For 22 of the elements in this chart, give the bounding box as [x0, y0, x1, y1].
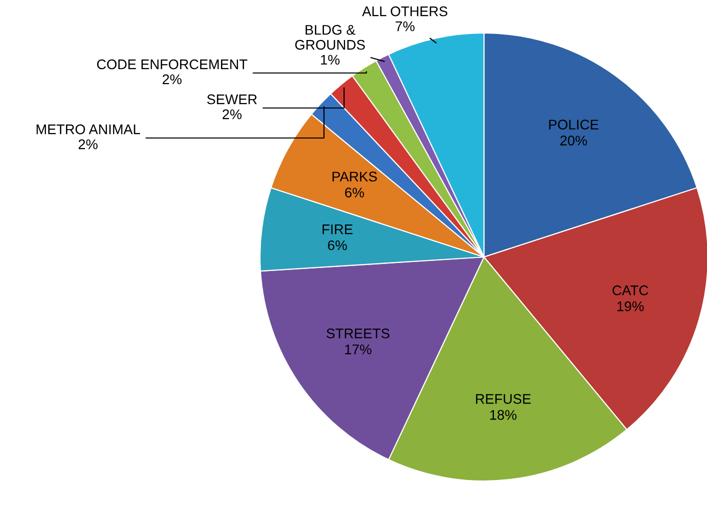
data-label: 18% — [490, 410, 516, 420]
data-label: 17% — [345, 344, 372, 354]
data-label: 2% — [78, 139, 98, 150]
data-label: 6% — [328, 240, 347, 250]
data-label: 20% — [560, 136, 587, 146]
data-label: 2% — [162, 74, 182, 84]
slice-label: FIRE — [322, 224, 353, 234]
data-label: 6% — [345, 188, 364, 198]
data-label: 1% — [321, 54, 340, 65]
slice-label: CODE ENFORCEMENT — [97, 59, 248, 70]
slice-label: SEWER — [207, 94, 257, 104]
slice-label: POLICE — [549, 120, 598, 130]
data-label: 7% — [396, 21, 415, 32]
slice-label: BLDG & GROUNDS — [295, 24, 365, 50]
data-label: 19% — [617, 301, 644, 312]
slice-label: PARKS — [332, 172, 377, 182]
slice-label: STREETS — [326, 328, 390, 338]
slice-label: REFUSE — [476, 394, 531, 404]
data-label: 2% — [222, 109, 242, 120]
slice-label: ALL OTHERS — [362, 6, 448, 16]
slice-label: CATC — [612, 285, 648, 296]
slice-label: METRO ANIMAL — [36, 124, 140, 134]
